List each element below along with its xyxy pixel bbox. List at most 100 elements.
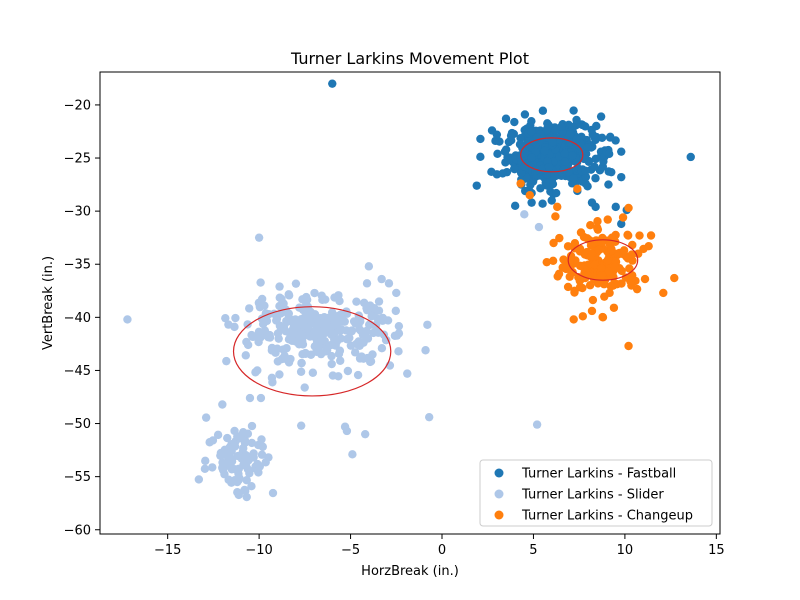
y-tick-label: −40 bbox=[64, 311, 91, 326]
data-point bbox=[501, 114, 511, 123]
data-point bbox=[218, 465, 228, 475]
data-point bbox=[542, 125, 551, 135]
data-point bbox=[604, 180, 613, 189]
data-point bbox=[627, 281, 636, 290]
y-tick-label: −35 bbox=[64, 258, 91, 273]
data-point bbox=[275, 293, 284, 302]
data-point bbox=[213, 430, 223, 440]
data-point bbox=[377, 274, 386, 284]
data-point bbox=[267, 373, 277, 383]
data-point bbox=[588, 295, 598, 305]
data-point bbox=[547, 196, 556, 205]
data-point bbox=[495, 137, 504, 146]
legend-label: Turner Larkins - Fastball bbox=[521, 467, 676, 482]
plot-area-frame bbox=[99, 71, 721, 535]
data-point bbox=[241, 351, 250, 360]
data-point bbox=[575, 276, 585, 286]
data-point bbox=[575, 261, 585, 271]
data-point bbox=[532, 420, 542, 429]
data-point bbox=[569, 106, 578, 115]
data-point bbox=[201, 456, 210, 466]
cluster-ellipse bbox=[232, 306, 392, 397]
legend-marker bbox=[494, 489, 504, 499]
x-axis-label: HorzBreak (in.) bbox=[361, 564, 459, 579]
data-point bbox=[394, 321, 404, 331]
data-point bbox=[587, 306, 597, 316]
data-point bbox=[588, 130, 597, 139]
data-point bbox=[504, 137, 514, 147]
data-point bbox=[233, 477, 242, 487]
data-point bbox=[534, 222, 544, 232]
series-1-points bbox=[328, 79, 695, 229]
data-point bbox=[563, 242, 573, 251]
data-point bbox=[598, 313, 608, 322]
data-point bbox=[360, 429, 370, 439]
data-point bbox=[493, 149, 502, 159]
legend-box bbox=[479, 459, 713, 527]
cluster-ellipse bbox=[567, 239, 639, 281]
data-point bbox=[284, 309, 293, 318]
y-tick-label: −30 bbox=[64, 205, 91, 220]
data-point bbox=[343, 366, 353, 376]
y-tick-label: −45 bbox=[64, 364, 91, 379]
x-tick-label: 0 bbox=[438, 543, 446, 558]
data-point bbox=[230, 441, 239, 451]
data-point bbox=[280, 351, 289, 360]
data-point bbox=[327, 340, 336, 350]
data-point bbox=[327, 359, 336, 369]
data-point bbox=[686, 152, 695, 162]
data-point bbox=[247, 482, 256, 491]
data-point bbox=[301, 348, 310, 358]
data-point bbox=[335, 346, 345, 355]
data-point bbox=[560, 157, 570, 167]
data-point bbox=[527, 116, 536, 126]
data-point bbox=[352, 297, 361, 306]
data-point bbox=[350, 348, 360, 357]
data-point bbox=[423, 320, 432, 329]
data-point bbox=[258, 442, 267, 451]
data-point bbox=[646, 231, 656, 240]
data-point bbox=[659, 288, 668, 298]
data-point bbox=[317, 291, 326, 300]
data-point bbox=[300, 383, 309, 392]
data-point bbox=[264, 333, 273, 342]
data-point bbox=[257, 450, 267, 459]
data-point bbox=[603, 215, 612, 224]
x-tick-label: −5 bbox=[341, 543, 360, 558]
data-point bbox=[328, 371, 338, 380]
data-point bbox=[273, 344, 282, 353]
data-point bbox=[421, 346, 430, 355]
data-point bbox=[525, 191, 534, 200]
data-point bbox=[243, 320, 252, 329]
data-point bbox=[510, 164, 519, 174]
data-point bbox=[307, 331, 316, 340]
y-tick-label: −20 bbox=[64, 98, 91, 113]
data-point bbox=[296, 367, 306, 376]
data-point bbox=[241, 461, 251, 470]
data-point bbox=[604, 149, 614, 159]
data-point bbox=[333, 335, 342, 345]
data-point bbox=[317, 336, 327, 345]
data-point bbox=[549, 157, 558, 166]
data-point bbox=[325, 323, 334, 333]
data-point bbox=[208, 436, 218, 445]
data-point bbox=[597, 271, 607, 280]
data-point bbox=[590, 162, 599, 171]
data-point bbox=[590, 260, 600, 269]
data-point bbox=[538, 106, 548, 115]
data-point bbox=[248, 332, 258, 342]
data-point bbox=[245, 393, 255, 403]
data-point bbox=[596, 112, 606, 121]
data-point bbox=[240, 485, 249, 495]
legend-label: Turner Larkins - Slider bbox=[521, 488, 664, 503]
data-point bbox=[606, 282, 615, 291]
data-point bbox=[268, 488, 278, 498]
data-point bbox=[611, 202, 620, 212]
data-point bbox=[346, 341, 356, 350]
x-tick-label: 15 bbox=[708, 543, 725, 558]
data-point bbox=[593, 217, 602, 226]
data-point bbox=[487, 167, 496, 177]
data-point bbox=[299, 321, 308, 330]
data-point bbox=[327, 351, 336, 361]
data-point bbox=[291, 279, 301, 288]
